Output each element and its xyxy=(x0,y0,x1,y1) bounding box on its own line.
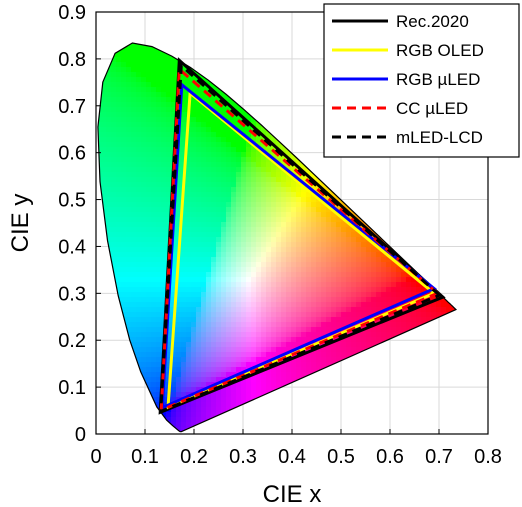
x-tick-label: 0.5 xyxy=(327,446,355,468)
legend-label-3: CC µLED xyxy=(396,99,468,118)
spectral-locus xyxy=(97,42,458,433)
y-tick-label: 0.2 xyxy=(58,330,86,352)
axis-ticks: 0 0.1 0.2 0.3 0.4 0.5 0.6 0.7 0.8 0 0.1 0.2 0.3 0.4 0.… xyxy=(58,2,502,468)
legend: Rec.2020 RGB OLED RGB µLED CC µLED mLED-LCD xyxy=(323,3,520,158)
y-tick-label: 0.8 xyxy=(58,49,86,71)
gamut-triangle-4 xyxy=(159,62,443,414)
gamut-triangles xyxy=(158,57,446,415)
x-tick-label: 0.1 xyxy=(131,446,159,468)
x-axis-label: CIE x xyxy=(263,481,322,507)
x-tick-label: 0.8 xyxy=(474,446,502,468)
x-tick-label: 0.6 xyxy=(376,446,404,468)
legend-label-0: Rec.2020 xyxy=(396,12,469,31)
x-tick-label: 0.4 xyxy=(278,446,306,468)
gamut-triangle-1 xyxy=(166,90,437,410)
x-tick-label: 0.2 xyxy=(180,446,208,468)
legend-label-2: RGB µLED xyxy=(396,70,480,89)
y-tick-label: 0.9 xyxy=(58,2,86,24)
y-axis-label: CIE y xyxy=(7,194,34,253)
y-tick-label: 0.6 xyxy=(58,143,86,165)
legend-label-1: RGB OLED xyxy=(396,41,484,60)
y-tick-label: 0.5 xyxy=(58,190,86,212)
legend-label-4: mLED-LCD xyxy=(396,128,483,147)
y-tick-label: 0.3 xyxy=(58,283,86,305)
x-tick-label: 0.7 xyxy=(425,446,453,468)
y-tick-label: 0.4 xyxy=(58,236,86,258)
x-tick-label: 0 xyxy=(90,446,101,468)
y-tick-label: 0.7 xyxy=(58,96,86,118)
x-tick-label: 0.3 xyxy=(229,446,257,468)
y-tick-label: 0.1 xyxy=(58,377,86,399)
gamut-triangle-3 xyxy=(159,66,441,413)
y-tick-label: 0 xyxy=(75,424,86,446)
